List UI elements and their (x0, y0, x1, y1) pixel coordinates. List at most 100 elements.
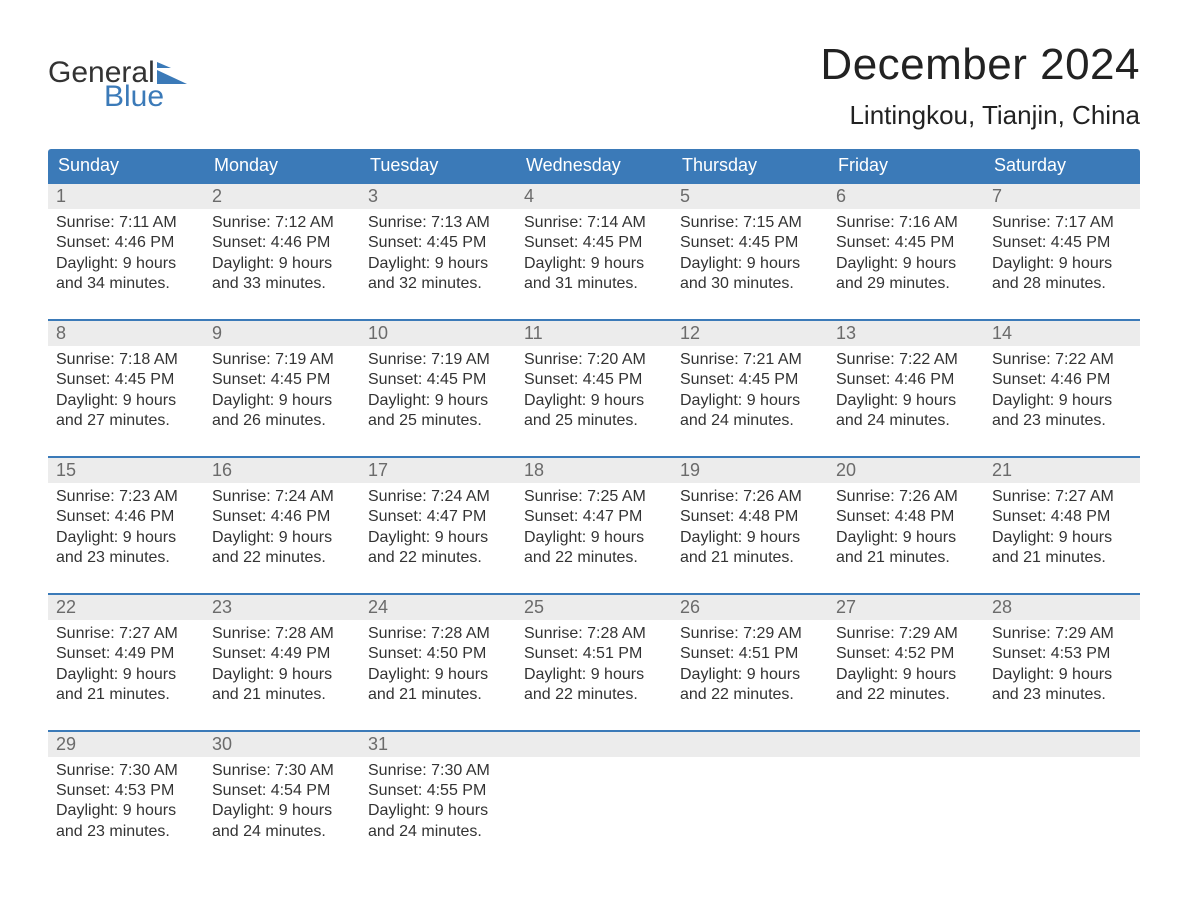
daylight-line-1: Daylight: 9 hours (524, 254, 664, 274)
daylight-line-2: and 25 minutes. (368, 411, 508, 431)
day-body: Sunrise: 7:27 AMSunset: 4:48 PMDaylight:… (984, 483, 1140, 569)
calendar-day: 7Sunrise: 7:17 AMSunset: 4:45 PMDaylight… (984, 184, 1140, 301)
daylight-line-2: and 27 minutes. (56, 411, 196, 431)
sunset-text: Sunset: 4:54 PM (212, 781, 352, 801)
sunset-text: Sunset: 4:51 PM (524, 644, 664, 664)
sunset-text: Sunset: 4:46 PM (212, 507, 352, 527)
weekday-monday: Monday (204, 149, 360, 182)
sunrise-text: Sunrise: 7:27 AM (992, 487, 1132, 507)
calendar-day: 6Sunrise: 7:16 AMSunset: 4:45 PMDaylight… (828, 184, 984, 301)
daylight-line-2: and 33 minutes. (212, 274, 352, 294)
sunrise-text: Sunrise: 7:28 AM (524, 624, 664, 644)
sunset-text: Sunset: 4:45 PM (680, 233, 820, 253)
week-row: 8 Sunrise: 7:18 AM Sunset: 4:45 PM Daylight… (48, 319, 1140, 438)
sunrise-text: Sunrise: 7:23 AM (56, 487, 196, 507)
weekday-thursday: Thursday (672, 149, 828, 182)
sunrise-text: Sunrise: 7:30 AM (368, 761, 508, 781)
day-number: 3 (360, 184, 516, 209)
sunset-text: Sunset: 4:45 PM (212, 370, 352, 390)
sunset-text: Sunset: 4:45 PM (524, 233, 664, 253)
daylight-line-1: Daylight: 9 hours (680, 528, 820, 548)
day-number: 16 (204, 458, 360, 483)
sunset-text: Sunset: 4:48 PM (992, 507, 1132, 527)
daylight-line-2: and 31 minutes. (524, 274, 664, 294)
calendar-day: 17Sunrise: 7:24 AMSunset: 4:47 PMDayligh… (360, 458, 516, 575)
day-body: Sunrise: 7:30 AMSunset: 4:54 PMDaylight:… (204, 757, 360, 843)
sunset-text: Sunset: 4:46 PM (56, 233, 196, 253)
calendar-day: 5Sunrise: 7:15 AMSunset: 4:45 PMDaylight… (672, 184, 828, 301)
calendar-day: 30Sunrise: 7:30 AMSunset: 4:54 PMDayligh… (204, 732, 360, 849)
day-number: 22 (48, 595, 204, 620)
calendar-day: 3Sunrise: 7:13 AMSunset: 4:45 PMDaylight… (360, 184, 516, 301)
sunrise-text: Sunrise: 7:19 AM (368, 350, 508, 370)
calendar-day: 20Sunrise: 7:26 AMSunset: 4:48 PMDayligh… (828, 458, 984, 575)
day-number: 2 (204, 184, 360, 209)
sunset-text: Sunset: 4:48 PM (836, 507, 976, 527)
sunrise-text: Sunrise: 7:24 AM (212, 487, 352, 507)
daylight-line-2: and 23 minutes. (56, 822, 196, 842)
day-number: 19 (672, 458, 828, 483)
day-body: Sunrise: 7:22 AMSunset: 4:46 PMDaylight:… (828, 346, 984, 432)
sunrise-text: Sunrise: 7:14 AM (524, 213, 664, 233)
daylight-line-2: and 22 minutes. (524, 685, 664, 705)
day-body: Sunrise: 7:29 AMSunset: 4:51 PMDaylight:… (672, 620, 828, 706)
daylight-line-1: Daylight: 9 hours (212, 665, 352, 685)
day-number: 7 (984, 184, 1140, 209)
weekday-friday: Friday (828, 149, 984, 182)
calendar-day: 13Sunrise: 7:22 AMSunset: 4:46 PMDayligh… (828, 321, 984, 438)
sunset-text: Sunset: 4:49 PM (56, 644, 196, 664)
daylight-line-1: Daylight: 9 hours (524, 391, 664, 411)
day-body: Sunrise: 7:24 AMSunset: 4:46 PMDaylight:… (204, 483, 360, 569)
day-number: 29 (48, 732, 204, 757)
day-body: Sunrise: 7:20 AMSunset: 4:45 PMDaylight:… (516, 346, 672, 432)
sunset-text: Sunset: 4:46 PM (836, 370, 976, 390)
day-number: 30 (204, 732, 360, 757)
sunset-text: Sunset: 4:48 PM (680, 507, 820, 527)
daylight-line-1: Daylight: 9 hours (992, 665, 1132, 685)
day-number: 20 (828, 458, 984, 483)
sunset-text: Sunset: 4:45 PM (680, 370, 820, 390)
day-body: Sunrise: 7:17 AMSunset: 4:45 PMDaylight:… (984, 209, 1140, 295)
sunrise-text: Sunrise: 7:29 AM (992, 624, 1132, 644)
daylight-line-1: Daylight: 9 hours (212, 254, 352, 274)
daylight-line-1: Daylight: 9 hours (368, 254, 508, 274)
sunset-text: Sunset: 4:53 PM (56, 781, 196, 801)
calendar-day: 23Sunrise: 7:28 AMSunset: 4:49 PMDayligh… (204, 595, 360, 712)
daylight-line-1: Daylight: 9 hours (836, 528, 976, 548)
sunset-text: Sunset: 4:45 PM (836, 233, 976, 253)
calendar-day: 8Sunrise: 7:18 AMSunset: 4:45 PMDaylight… (48, 321, 204, 438)
sunset-text: Sunset: 4:52 PM (836, 644, 976, 664)
daylight-line-2: and 21 minutes. (212, 685, 352, 705)
daylight-line-2: and 25 minutes. (524, 411, 664, 431)
sunset-text: Sunset: 4:46 PM (212, 233, 352, 253)
day-body: Sunrise: 7:22 AMSunset: 4:46 PMDaylight:… (984, 346, 1140, 432)
sunset-text: Sunset: 4:45 PM (368, 233, 508, 253)
calendar: Sunday Monday Tuesday Wednesday Thursday… (48, 149, 1140, 848)
daylight-line-2: and 24 minutes. (836, 411, 976, 431)
sunrise-text: Sunrise: 7:22 AM (836, 350, 976, 370)
day-number: . (984, 732, 1140, 757)
sunrise-text: Sunrise: 7:27 AM (56, 624, 196, 644)
daylight-line-1: Daylight: 9 hours (992, 391, 1132, 411)
calendar-day: 1Sunrise: 7:11 AMSunset: 4:46 PMDaylight… (48, 184, 204, 301)
day-number: 21 (984, 458, 1140, 483)
sunset-text: Sunset: 4:49 PM (212, 644, 352, 664)
daylight-line-2: and 29 minutes. (836, 274, 976, 294)
title-block: December 2024 Lintingkou, Tianjin, China (820, 40, 1140, 131)
sunrise-text: Sunrise: 7:28 AM (212, 624, 352, 644)
daylight-line-2: and 21 minutes. (56, 685, 196, 705)
day-body: Sunrise: 7:19 AMSunset: 4:45 PMDaylight:… (360, 346, 516, 432)
sunrise-text: Sunrise: 7:29 AM (836, 624, 976, 644)
sunset-text: Sunset: 4:46 PM (56, 507, 196, 527)
sunrise-text: Sunrise: 7:18 AM (56, 350, 196, 370)
daylight-line-2: and 22 minutes. (368, 548, 508, 568)
month-title: December 2024 (820, 40, 1140, 90)
day-number: 6 (828, 184, 984, 209)
daylight-line-2: and 21 minutes. (368, 685, 508, 705)
daylight-line-1: Daylight: 9 hours (836, 665, 976, 685)
daylight-line-1: Daylight: 9 hours (836, 391, 976, 411)
sunset-text: Sunset: 4:46 PM (992, 370, 1132, 390)
day-body: Sunrise: 7:26 AMSunset: 4:48 PMDaylight:… (828, 483, 984, 569)
sunrise-text: Sunrise: 7:28 AM (368, 624, 508, 644)
day-number: 8 (48, 321, 204, 346)
